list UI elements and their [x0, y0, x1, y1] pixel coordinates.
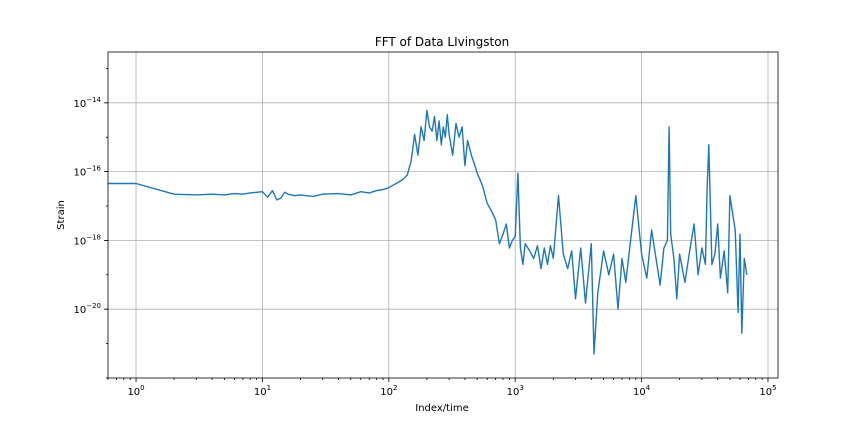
x-tick-label: 101	[254, 384, 271, 398]
x-tick-label: 100	[127, 384, 144, 398]
y-tick-label: 10−18	[73, 233, 101, 247]
x-tick-label: 105	[759, 384, 776, 398]
grid	[108, 52, 778, 378]
chart-title: FFT of Data LIvingston	[375, 35, 509, 49]
y-tick-label: 10−20	[73, 302, 101, 316]
x-axis-label: Index/time	[415, 403, 469, 414]
x-tick-label: 102	[380, 384, 397, 398]
series-line	[108, 109, 748, 355]
y-tick-label: 10−16	[73, 165, 101, 179]
y-axis-label: Strain	[56, 200, 67, 230]
axes-frame	[107, 51, 779, 379]
x-axis: 100 101 102 103 104 105	[107, 378, 777, 398]
x-tick-label: 103	[507, 384, 524, 398]
y-tick-label: 10−14	[73, 96, 101, 110]
y-axis: 10−14 10−16 10−18 10−20	[73, 68, 108, 379]
x-tick-label: 104	[633, 384, 651, 398]
plot-area	[108, 109, 748, 355]
